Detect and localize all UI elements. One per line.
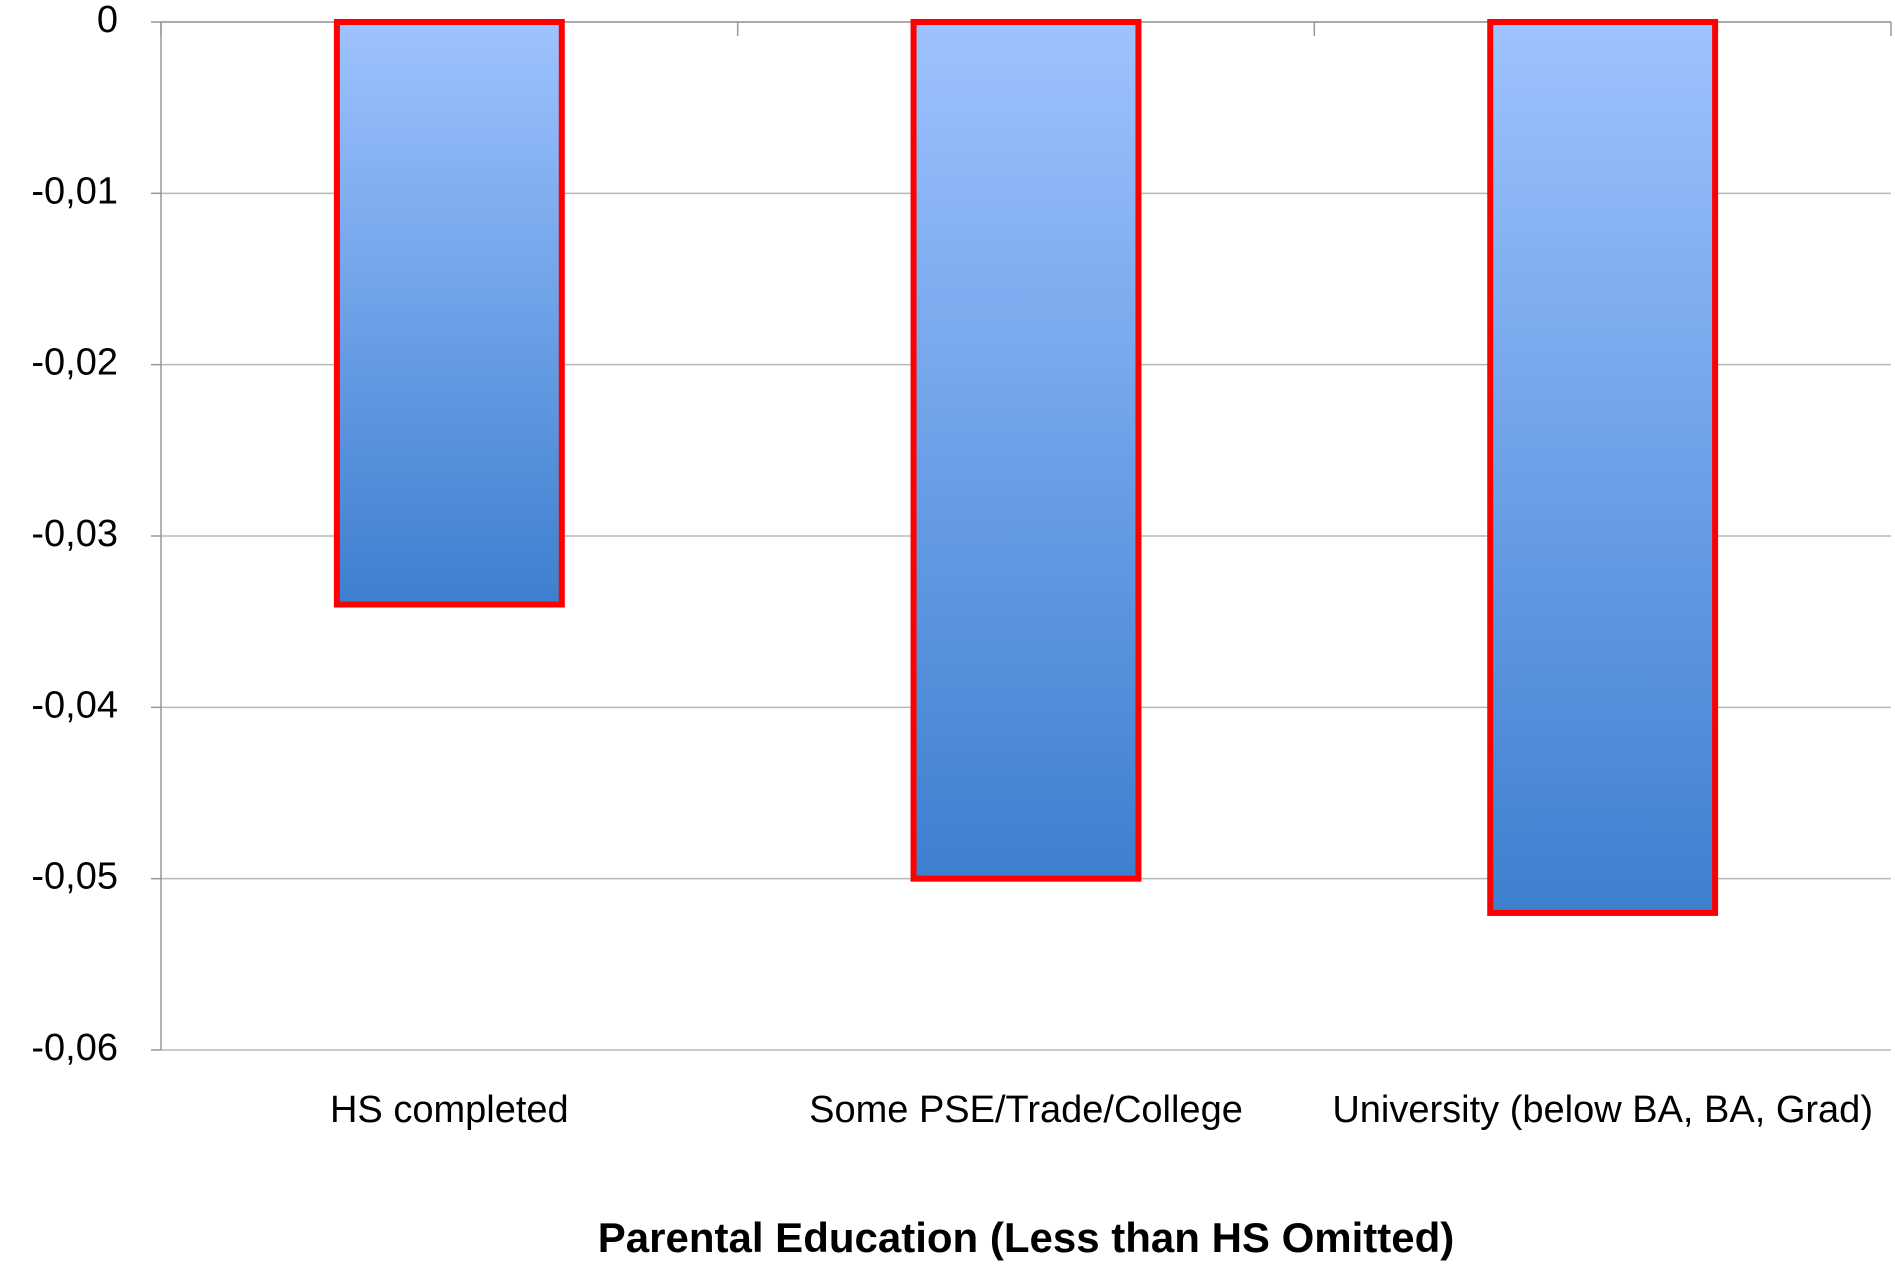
y-tick-label: -0,05 bbox=[31, 856, 118, 898]
bar bbox=[1487, 19, 1719, 916]
x-tick-label: Some PSE/Trade/College bbox=[809, 1089, 1243, 1131]
bar bbox=[333, 19, 565, 608]
bar bbox=[910, 19, 1142, 882]
y-tick-label: 0 bbox=[97, 0, 118, 41]
y-tick-label: -0,03 bbox=[31, 513, 118, 555]
x-tick-label: University (below BA, BA, Grad) bbox=[1332, 1089, 1873, 1131]
x-tick-label: HS completed bbox=[330, 1089, 569, 1131]
y-tick-label: -0,01 bbox=[31, 170, 118, 212]
x-axis-title: Parental Education (Less than HS Omitted… bbox=[598, 1214, 1454, 1261]
y-tick-label: -0,06 bbox=[31, 1027, 118, 1069]
y-tick-label: -0,02 bbox=[31, 342, 118, 384]
y-tick-label: -0,04 bbox=[31, 684, 118, 726]
